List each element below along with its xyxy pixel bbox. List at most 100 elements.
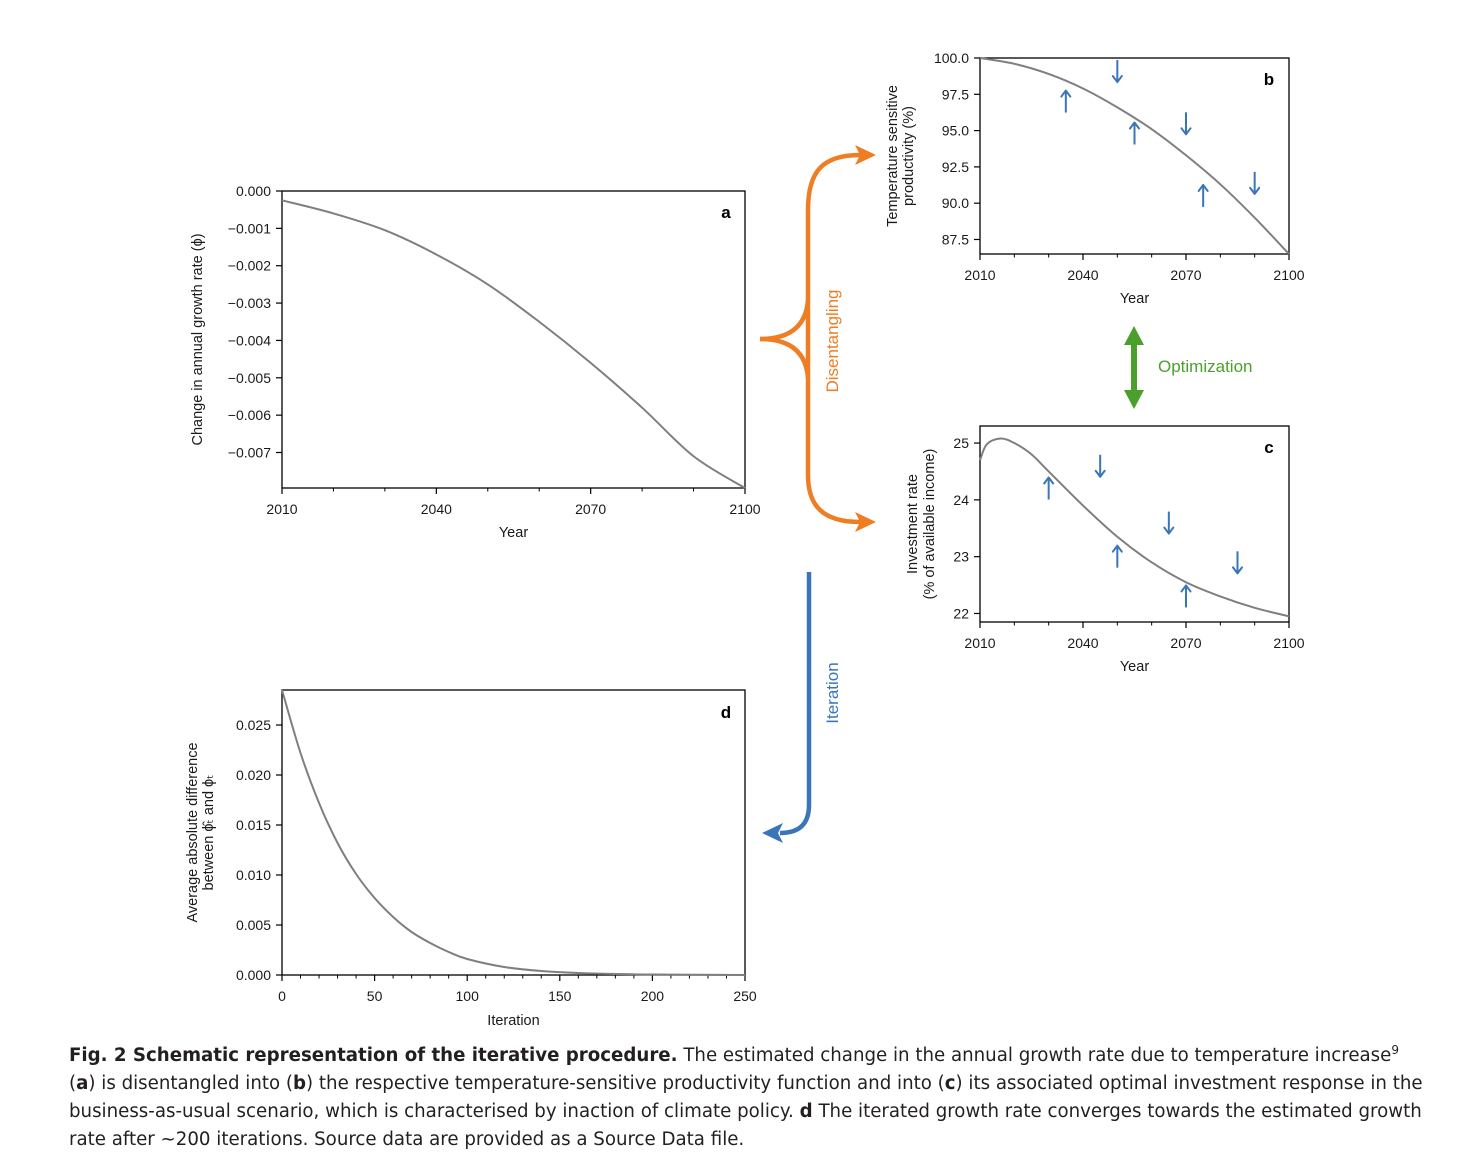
y-axis-label: productivity (%): [901, 106, 917, 206]
y-tick-label: 0.005: [236, 917, 271, 933]
disentangling-arrow-head-top: [855, 145, 876, 165]
adjust-up-arrow-icon: [1197, 183, 1209, 207]
adjust-arrow-head: [1163, 526, 1175, 535]
optimization-arrow: Optimization: [1124, 326, 1252, 409]
panel-a: 2010 2040 2070 2100 0.000 −0.001 −0.002 −0.003 −…: [190, 183, 761, 541]
disentangling-brace-path: [759, 152, 861, 525]
y-tick-label: 0.020: [236, 767, 271, 783]
optimization-label: Optimization: [1158, 357, 1252, 376]
y-tick-label: 90.0: [942, 195, 969, 211]
disentangling-label: Disentangling: [823, 289, 842, 392]
caption-text-3: ) the respective temperature-sensitive p…: [306, 1073, 945, 1094]
y-axis-label: Average absolute difference: [185, 742, 201, 922]
x-tick-label: 2070: [575, 501, 606, 517]
adjust-up-arrow-icon: [1129, 121, 1140, 145]
caption-open-a: (: [69, 1073, 77, 1094]
y-tick-label: 0.000: [236, 183, 271, 199]
adjust-arrow-head: [1180, 584, 1192, 593]
caption-letter-d: d: [799, 1101, 813, 1122]
figure-canvas: 2010 2040 2070 2100 0.000 −0.001 −0.002 −0.003 −…: [185, 50, 1305, 1029]
adjust-arrow-head: [1129, 121, 1140, 130]
adjust-down-arrow-icon: [1094, 454, 1106, 478]
series-line: [281, 689, 746, 976]
caption-letter-b: b: [293, 1073, 307, 1094]
adjust-down-arrow-icon: [1180, 112, 1192, 136]
y-tick-label: −0.003: [228, 295, 271, 311]
panel-letter: a: [721, 203, 731, 222]
iteration-arrow: Iteration: [762, 572, 842, 843]
adjust-arrow-head: [1043, 476, 1055, 485]
y-tick-label: −0.004: [228, 332, 271, 348]
y-tick-label: 0.015: [236, 817, 271, 833]
adjust-arrow-head: [1232, 566, 1243, 575]
y-tick-label: 97.5: [942, 86, 969, 102]
adjust-up-arrow-icon: [1180, 584, 1192, 608]
x-axis-label: Year: [499, 525, 528, 541]
plot-frame: [979, 425, 1290, 623]
x-tick-label: 2040: [1067, 635, 1098, 651]
caption-letter-a: a: [76, 1073, 89, 1094]
panel-d: 0 50 100 150 200 250 0.000 0.005 0.010 0.015 0.020…: [185, 689, 757, 1029]
iteration-arrow-path: [779, 572, 812, 836]
x-tick-label: 2100: [729, 501, 760, 517]
panel-b: 2010 2040 2070 2100 100.0 97.5 95.0 92.5 90.0 87.…: [885, 50, 1305, 307]
x-tick-label: 2010: [266, 501, 297, 517]
panel-c: 2010 2040 2070 2100 25 24 23 22 Year Investment r…: [905, 425, 1305, 675]
y-tick-label: 22: [953, 605, 969, 621]
x-tick-label: 2040: [421, 501, 452, 517]
x-tick-label: 0: [278, 988, 286, 1004]
y-tick-label: 92.5: [942, 159, 969, 175]
disentangling-arrow-head-bottom: [855, 512, 876, 532]
panel-letter: c: [1264, 438, 1273, 457]
y-tick-label: 0.010: [236, 867, 271, 883]
adjust-up-arrow-icon: [1111, 544, 1123, 568]
adjust-arrow-head: [1249, 186, 1261, 195]
x-tick-label: 250: [733, 988, 757, 1004]
adjust-arrow-head: [1094, 469, 1106, 478]
x-tick-label: 50: [367, 988, 383, 1004]
caption-text-1: The estimated change in the annual growt…: [677, 1045, 1392, 1066]
x-tick-label: 2100: [1273, 267, 1304, 283]
y-axis-label: between ϕ̂ₜ and ϕₜ: [201, 775, 217, 891]
y-axis-label: Change in annual growth rate (ϕ): [190, 233, 206, 445]
y-tick-label: 95.0: [942, 123, 969, 139]
x-tick-label: 2070: [1170, 267, 1201, 283]
plot-frame: [281, 689, 746, 976]
y-tick-label: −0.007: [228, 445, 271, 461]
y-tick-label: 87.5: [942, 231, 969, 247]
y-axis-label: Temperature sensitive: [885, 85, 901, 227]
caption-text-4: ) its associated optimal investment resp…: [69, 1073, 1423, 1122]
figure-caption: Fig. 2 Schematic representation of the i…: [69, 1042, 1429, 1154]
x-tick-label: 2010: [964, 267, 995, 283]
iteration-label: Iteration: [823, 662, 842, 723]
caption-title: Fig. 2 Schematic representation of the i…: [69, 1045, 678, 1066]
panel-letter: d: [721, 703, 731, 722]
x-tick-label: 2040: [1067, 267, 1098, 283]
caption-text-2: ) is disentangled into (: [88, 1073, 293, 1094]
x-tick-label: 2100: [1273, 635, 1304, 651]
series-line: [979, 57, 1290, 255]
iteration-arrow-head: [762, 823, 783, 843]
adjust-arrow-head: [1111, 544, 1123, 553]
adjust-down-arrow-icon: [1111, 60, 1123, 84]
y-axis-label: Investment rate: [905, 474, 921, 574]
x-tick-label: 2010: [964, 635, 995, 651]
adjust-down-arrow-icon: [1249, 171, 1261, 195]
y-tick-label: −0.002: [228, 258, 271, 274]
y-tick-label: 0.025: [236, 717, 271, 733]
x-tick-label: 2070: [1170, 635, 1201, 651]
panel-letter: b: [1264, 70, 1274, 89]
y-tick-label: 0.000: [236, 967, 271, 983]
plot-frame: [979, 57, 1290, 255]
caption-reference: 9: [1391, 1042, 1399, 1057]
x-tick-label: 200: [641, 988, 665, 1004]
adjust-up-arrow-icon: [1043, 476, 1055, 500]
caption-letter-c: c: [944, 1073, 956, 1094]
y-tick-label: −0.006: [228, 407, 271, 423]
y-tick-label: −0.005: [228, 370, 271, 386]
y-tick-label: 24: [953, 492, 969, 508]
y-tick-label: −0.001: [228, 220, 271, 236]
caption-text-5: The iterated growth rate converges towar…: [69, 1101, 1422, 1150]
x-axis-label: Iteration: [487, 1013, 539, 1029]
adjust-arrow-head: [1180, 127, 1192, 136]
